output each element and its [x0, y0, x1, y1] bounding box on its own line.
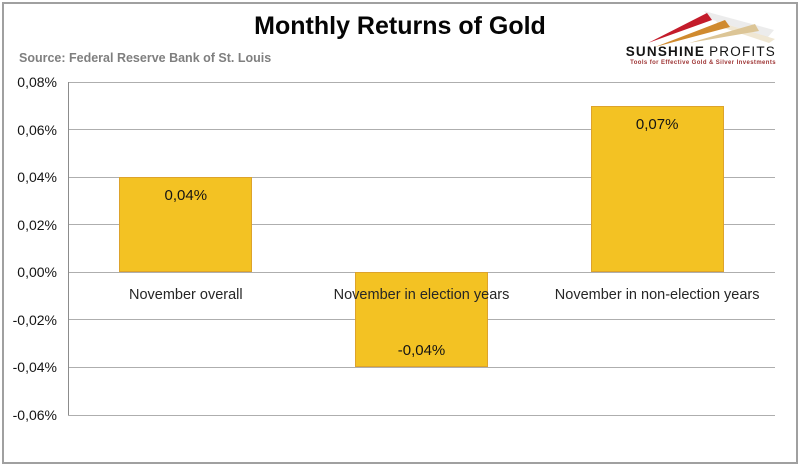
- logo-brand-text: SUNSHINE PROFITS: [626, 44, 776, 59]
- bar-3: [590, 105, 724, 273]
- gridline: [68, 366, 775, 368]
- gridline: [68, 224, 775, 226]
- chart-title: Monthly Returns of Gold: [254, 12, 546, 40]
- y-axis-tick-label: -0,06%: [12, 407, 57, 423]
- bar-1: [119, 177, 253, 273]
- y-axis-tick-label: -0,02%: [12, 311, 57, 328]
- bar-value-label: 0,07%: [635, 115, 679, 133]
- bar-value-label: 0,04%: [164, 187, 208, 205]
- bar-value-label: -0,04%: [397, 342, 446, 360]
- category-label: November in election years: [333, 287, 510, 304]
- gridline: [68, 414, 775, 416]
- source-label: Source: Federal Reserve Bank of St. Loui…: [19, 51, 272, 65]
- logo-tagline: Tools for Effective Gold & Silver Invest…: [630, 60, 776, 66]
- logo-rays-icon: [648, 11, 775, 47]
- logo-ray-red: [648, 13, 712, 43]
- y-axis-tick-label: 0,00%: [17, 264, 57, 281]
- category-label: November overall: [129, 287, 243, 304]
- y-axis-tick-label: -0,04%: [12, 359, 57, 376]
- logo-brand-profits: PROFITS: [709, 44, 776, 59]
- y-axis-line: [68, 82, 69, 415]
- logo-ray-gold: [655, 20, 730, 47]
- y-axis-tick-label: 0,08%: [17, 74, 57, 90]
- category-label: November in non-election years: [554, 287, 760, 304]
- sunshine-profits-logo: SUNSHINE PROFITS Tools for Effective Gold…: [618, 4, 782, 68]
- bar-2: [355, 272, 488, 368]
- y-axis-tick-label: 0,02%: [17, 216, 57, 233]
- gridline: [68, 176, 775, 178]
- y-axis-tick-label: 0,06%: [17, 121, 57, 138]
- y-axis-tick-label: 0,04%: [17, 169, 57, 186]
- gridline: [68, 81, 775, 83]
- logo-brand-sunshine: SUNSHINE: [625, 44, 706, 59]
- gridline: [68, 129, 775, 131]
- logo-ray-tan: [689, 24, 759, 43]
